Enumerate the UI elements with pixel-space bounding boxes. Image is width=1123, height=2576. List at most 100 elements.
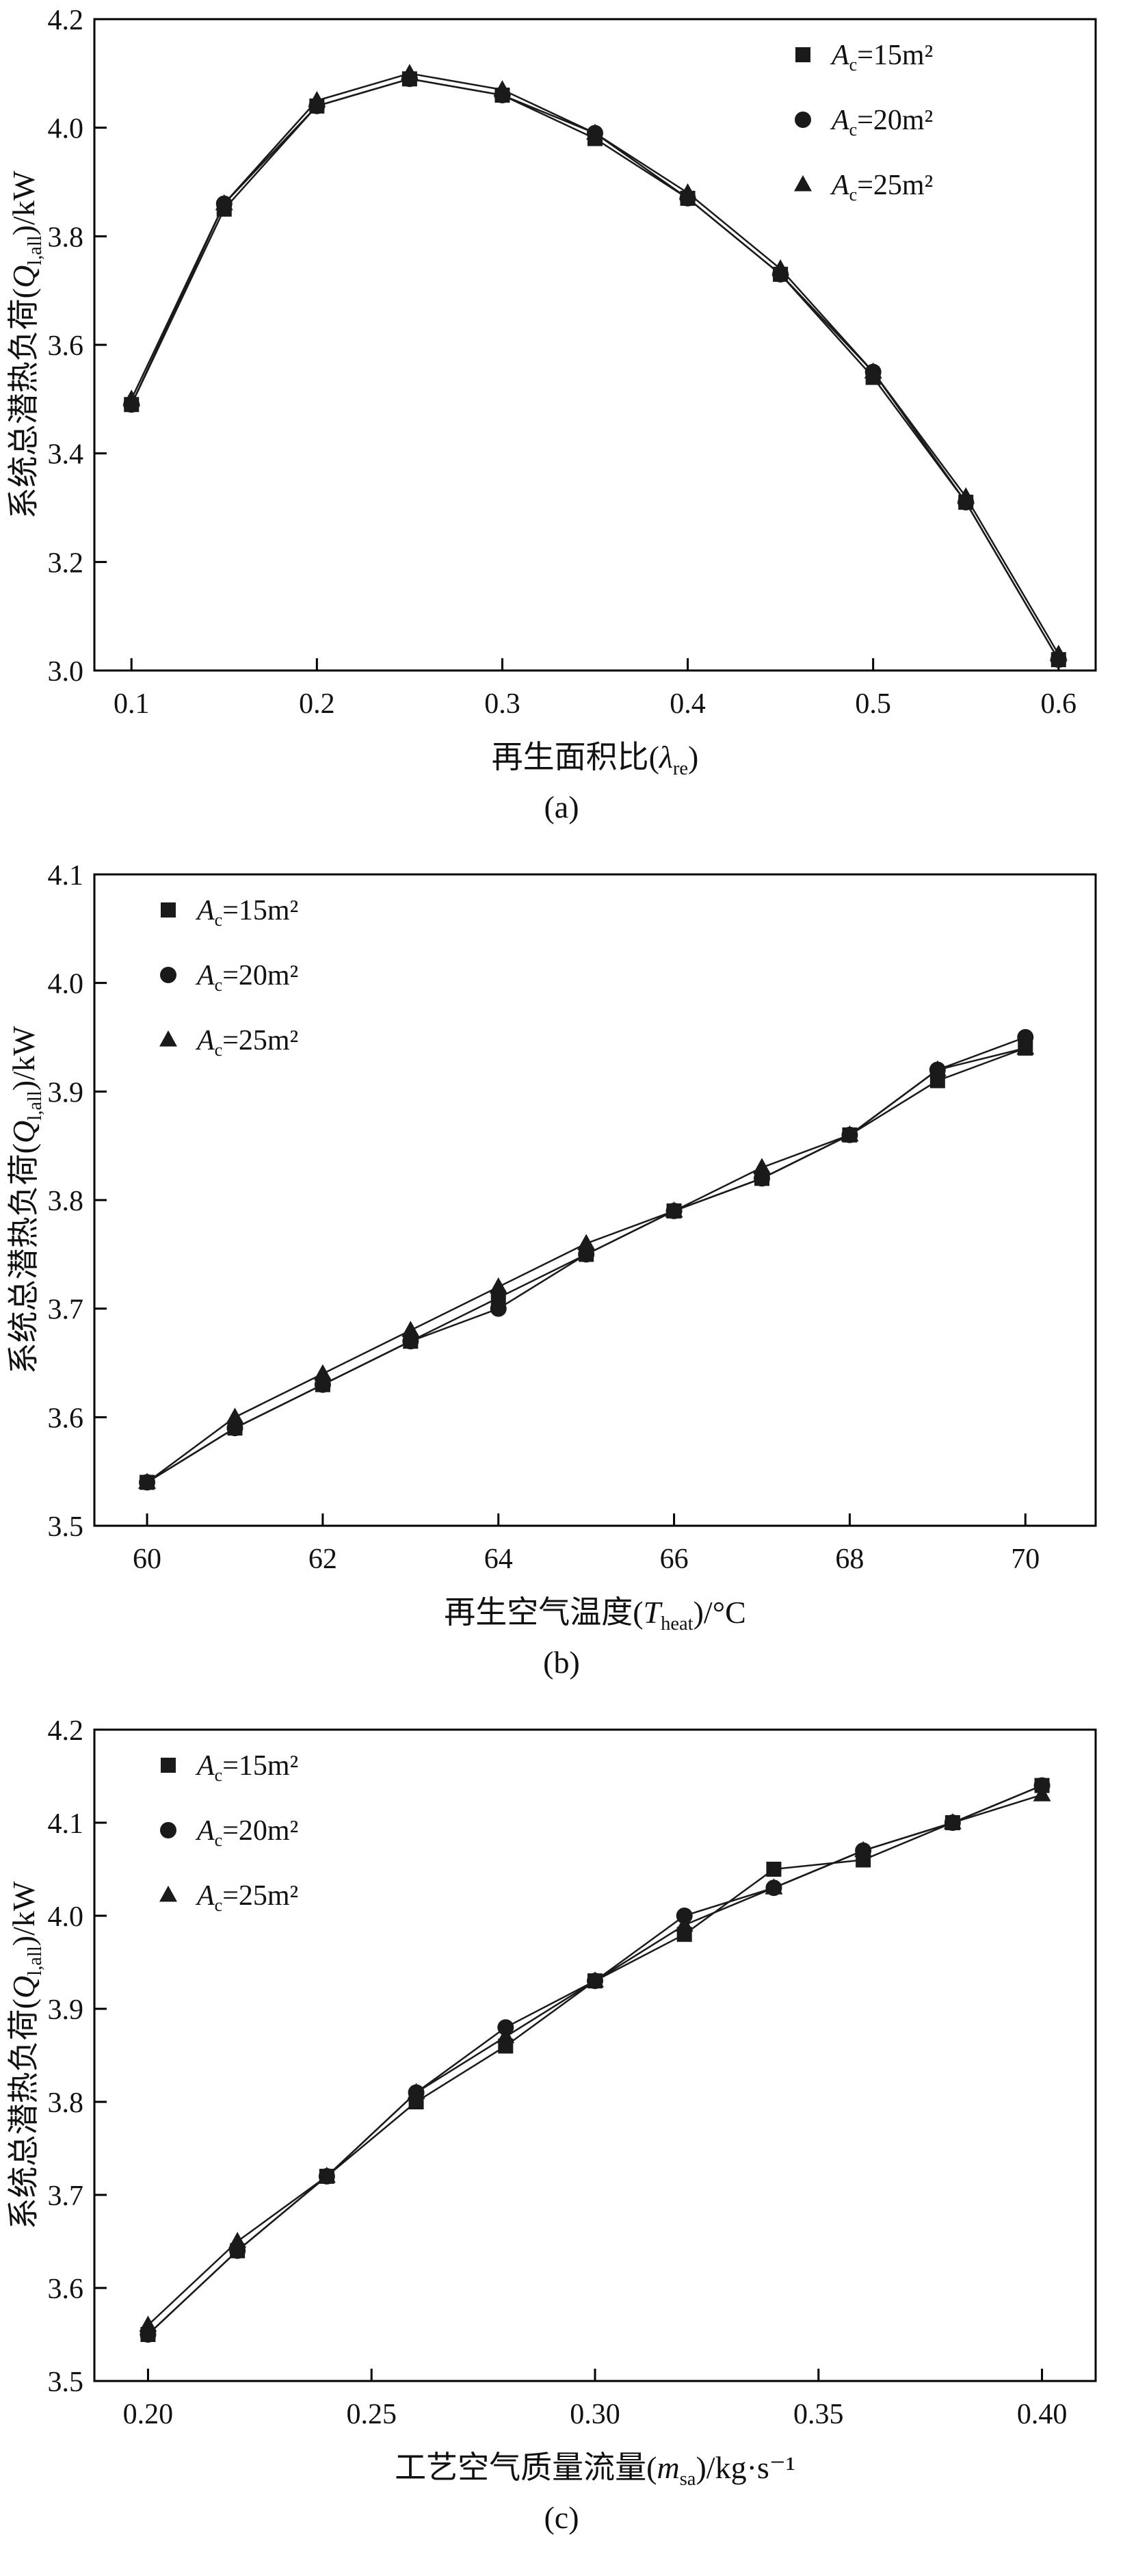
y-tick-label: 3.6: [48, 330, 84, 362]
triangle-marker: [308, 91, 326, 107]
axes: 60 62 64 66 68 70 3.5 3.6 3.7 3.8 3.9 4.0 4.1 再生空气温度(…: [6, 860, 1097, 1635]
x-tick-label: 0.4: [670, 688, 706, 720]
legend-label-0: Ac=15m²: [195, 1750, 298, 1785]
y-tick-label: 3.2: [48, 547, 84, 579]
square-marker: [766, 1862, 782, 1877]
y-tick-label: 4.2: [48, 1715, 84, 1747]
y-tick-label: 3.6: [48, 1403, 84, 1434]
triangle-marker: [1033, 1785, 1051, 1801]
triangle-marker: [228, 2232, 247, 2248]
triangle-marker: [489, 1277, 507, 1294]
y-tick-label: 4.1: [48, 1808, 84, 1840]
x-tick-label: 0.2: [299, 688, 335, 720]
y-tick-label: 3.0: [48, 656, 84, 688]
triangle-marker: [401, 1320, 420, 1337]
triangle-marker: [159, 1030, 177, 1047]
x-tick-label: 0.25: [346, 2399, 397, 2430]
series-markers: [138, 1029, 1035, 1491]
triangle-marker: [577, 1234, 596, 1250]
y-tick-label: 4.1: [48, 860, 84, 892]
triangle-marker: [771, 259, 790, 276]
circle-marker: [160, 1822, 176, 1838]
triangle-marker: [139, 2315, 157, 2332]
triangle-marker: [665, 1201, 683, 1218]
legend-label-1: Ac=20m²: [830, 105, 933, 140]
triangle-marker: [215, 194, 233, 211]
legend: Ac=15m² Ac=20m² Ac=25m²: [159, 1750, 298, 1915]
square-marker: [161, 902, 176, 918]
y-tick-label: 4.0: [48, 969, 84, 1000]
series-line-0: [131, 78, 1059, 660]
series-lines: [131, 73, 1059, 660]
triangle-marker: [854, 1840, 873, 1858]
legend-label-1: Ac=20m²: [195, 1815, 298, 1850]
x-tick-label: 66: [660, 1544, 689, 1575]
y-tick-label: 3.7: [48, 1294, 84, 1326]
series-line-2: [146, 1047, 1026, 1483]
y-tick-label: 4.0: [48, 114, 84, 145]
y-tick-label: 3.9: [48, 1994, 84, 2026]
y-tick-label: 3.8: [48, 2087, 84, 2119]
triangle-marker: [400, 64, 419, 80]
triangle-marker: [122, 389, 141, 406]
y-axis-title: 系统总潜热负荷(Ql,all)/kW: [6, 1881, 46, 2229]
y-tick-label: 3.8: [48, 1186, 84, 1217]
series-markers: [139, 1777, 1051, 2343]
x-tick-label: 0.20: [123, 2399, 174, 2430]
y-tick-label: 4.0: [48, 1901, 84, 1933]
triangle-marker: [493, 80, 512, 96]
x-tick-label: 60: [133, 1544, 161, 1575]
y-tick-label: 3.5: [48, 2367, 84, 2398]
y-axis-title: 系统总潜热负荷(Ql,all)/kW: [6, 1026, 46, 1374]
circle-marker: [226, 1420, 243, 1437]
chart-figure-b: 60 62 64 66 68 70 3.5 3.6 3.7 3.8 3.9 4.0 4.1 再生空气温度(…: [0, 855, 1123, 1710]
triangle-marker: [864, 362, 882, 379]
y-tick-label: 3.5: [48, 1511, 84, 1543]
chart-caption-a: (a): [544, 790, 579, 824]
legend-label-1: Ac=20m²: [195, 960, 298, 995]
y-tick-label: 3.6: [48, 2274, 84, 2305]
triangle-marker: [753, 1158, 771, 1174]
series-line-1: [147, 1784, 1043, 2335]
chart-figure-c: 0.20 0.25 0.30 0.35 0.40 3.5 3.6 3.7 3.8 3.9 4.0 4.…: [0, 1710, 1123, 2566]
series-line-2: [147, 1794, 1042, 2326]
triangle-marker: [138, 1472, 157, 1489]
triangle-marker: [1049, 645, 1068, 661]
chart-a-canvas: 0.1 0.2 0.3 0.4 0.5 0.6 3.0 3.2 3.4 3.6 3.8 4.0 4.2 再…: [6, 5, 1097, 779]
x-tick-label: 70: [1011, 1544, 1040, 1575]
chart-c-canvas: 0.20 0.25 0.30 0.35 0.40 3.5 3.6 3.7 3.8 3.9 4.0 4.…: [6, 1715, 1097, 2490]
axes: 0.1 0.2 0.3 0.4 0.5 0.6 3.0 3.2 3.4 3.6 3.8 4.0 4.2 再…: [6, 5, 1097, 779]
triangle-marker: [159, 1886, 177, 1902]
x-tick-label: 0.40: [1017, 2399, 1068, 2430]
triangle-marker: [586, 1971, 604, 1988]
triangle-marker: [678, 183, 697, 200]
square-marker: [161, 1758, 176, 1773]
axes: 0.20 0.25 0.30 0.35 0.40 3.5 3.6 3.7 3.8 3.9 4.0 4.…: [6, 1715, 1097, 2490]
circle-marker: [314, 1376, 331, 1393]
x-tick-label: 0.3: [484, 688, 520, 720]
y-tick-label: 3.8: [48, 222, 84, 253]
x-tick-label: 62: [308, 1544, 337, 1575]
y-axis-title: 系统总潜热负荷(Ql,all)/kW: [6, 170, 46, 519]
triangle-marker: [1016, 1038, 1035, 1055]
chart-caption-b: (b): [543, 1645, 580, 1680]
circle-marker: [795, 112, 811, 128]
x-axis-title: 再生空气温度(Theat)/°C: [444, 1595, 746, 1635]
x-tick-label: 0.5: [855, 688, 891, 720]
circle-marker: [402, 1333, 419, 1350]
series-markers: [122, 64, 1068, 668]
triangle-marker: [765, 1878, 783, 1895]
triangle-marker: [317, 2166, 336, 2183]
triangle-marker: [313, 1364, 332, 1381]
triangle-marker: [957, 487, 975, 504]
x-tick-label: 68: [835, 1544, 864, 1575]
y-tick-label: 3.4: [48, 439, 84, 471]
x-tick-label: 0.1: [114, 688, 150, 720]
x-tick-label: 0.6: [1041, 688, 1077, 720]
legend: Ac=15m² Ac=20m² Ac=25m²: [794, 40, 933, 205]
circle-marker: [1017, 1029, 1034, 1045]
triangle-marker: [407, 2083, 425, 2099]
circle-marker: [754, 1170, 770, 1187]
chart-b-canvas: 60 62 64 66 68 70 3.5 3.6 3.7 3.8 3.9 4.0 4.1 再生空气温度(…: [6, 860, 1097, 1635]
